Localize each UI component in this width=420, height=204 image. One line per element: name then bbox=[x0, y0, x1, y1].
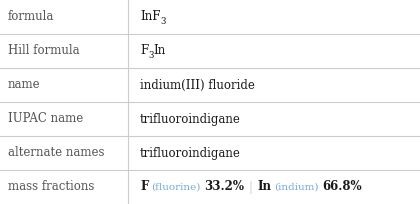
Text: Hill formula: Hill formula bbox=[8, 44, 80, 58]
Text: In: In bbox=[154, 44, 166, 58]
Text: InF: InF bbox=[140, 10, 160, 23]
Text: F: F bbox=[140, 44, 148, 58]
Text: F: F bbox=[140, 181, 148, 194]
Text: indium(III) fluoride: indium(III) fluoride bbox=[140, 79, 255, 92]
Text: formula: formula bbox=[8, 10, 54, 23]
Text: name: name bbox=[8, 79, 41, 92]
Text: (indium): (indium) bbox=[274, 183, 319, 192]
Text: 66.8%: 66.8% bbox=[322, 181, 362, 194]
Text: IUPAC name: IUPAC name bbox=[8, 112, 83, 125]
Text: mass fractions: mass fractions bbox=[8, 181, 95, 194]
Text: alternate names: alternate names bbox=[8, 146, 105, 160]
Text: 33.2%: 33.2% bbox=[204, 181, 244, 194]
Text: |: | bbox=[249, 181, 252, 194]
Text: (fluorine): (fluorine) bbox=[151, 183, 200, 192]
Text: In: In bbox=[257, 181, 272, 194]
Text: 3: 3 bbox=[148, 51, 154, 60]
Text: trifluoroindigane: trifluoroindigane bbox=[140, 146, 241, 160]
Text: 3: 3 bbox=[160, 17, 166, 26]
Text: trifluoroindigane: trifluoroindigane bbox=[140, 112, 241, 125]
